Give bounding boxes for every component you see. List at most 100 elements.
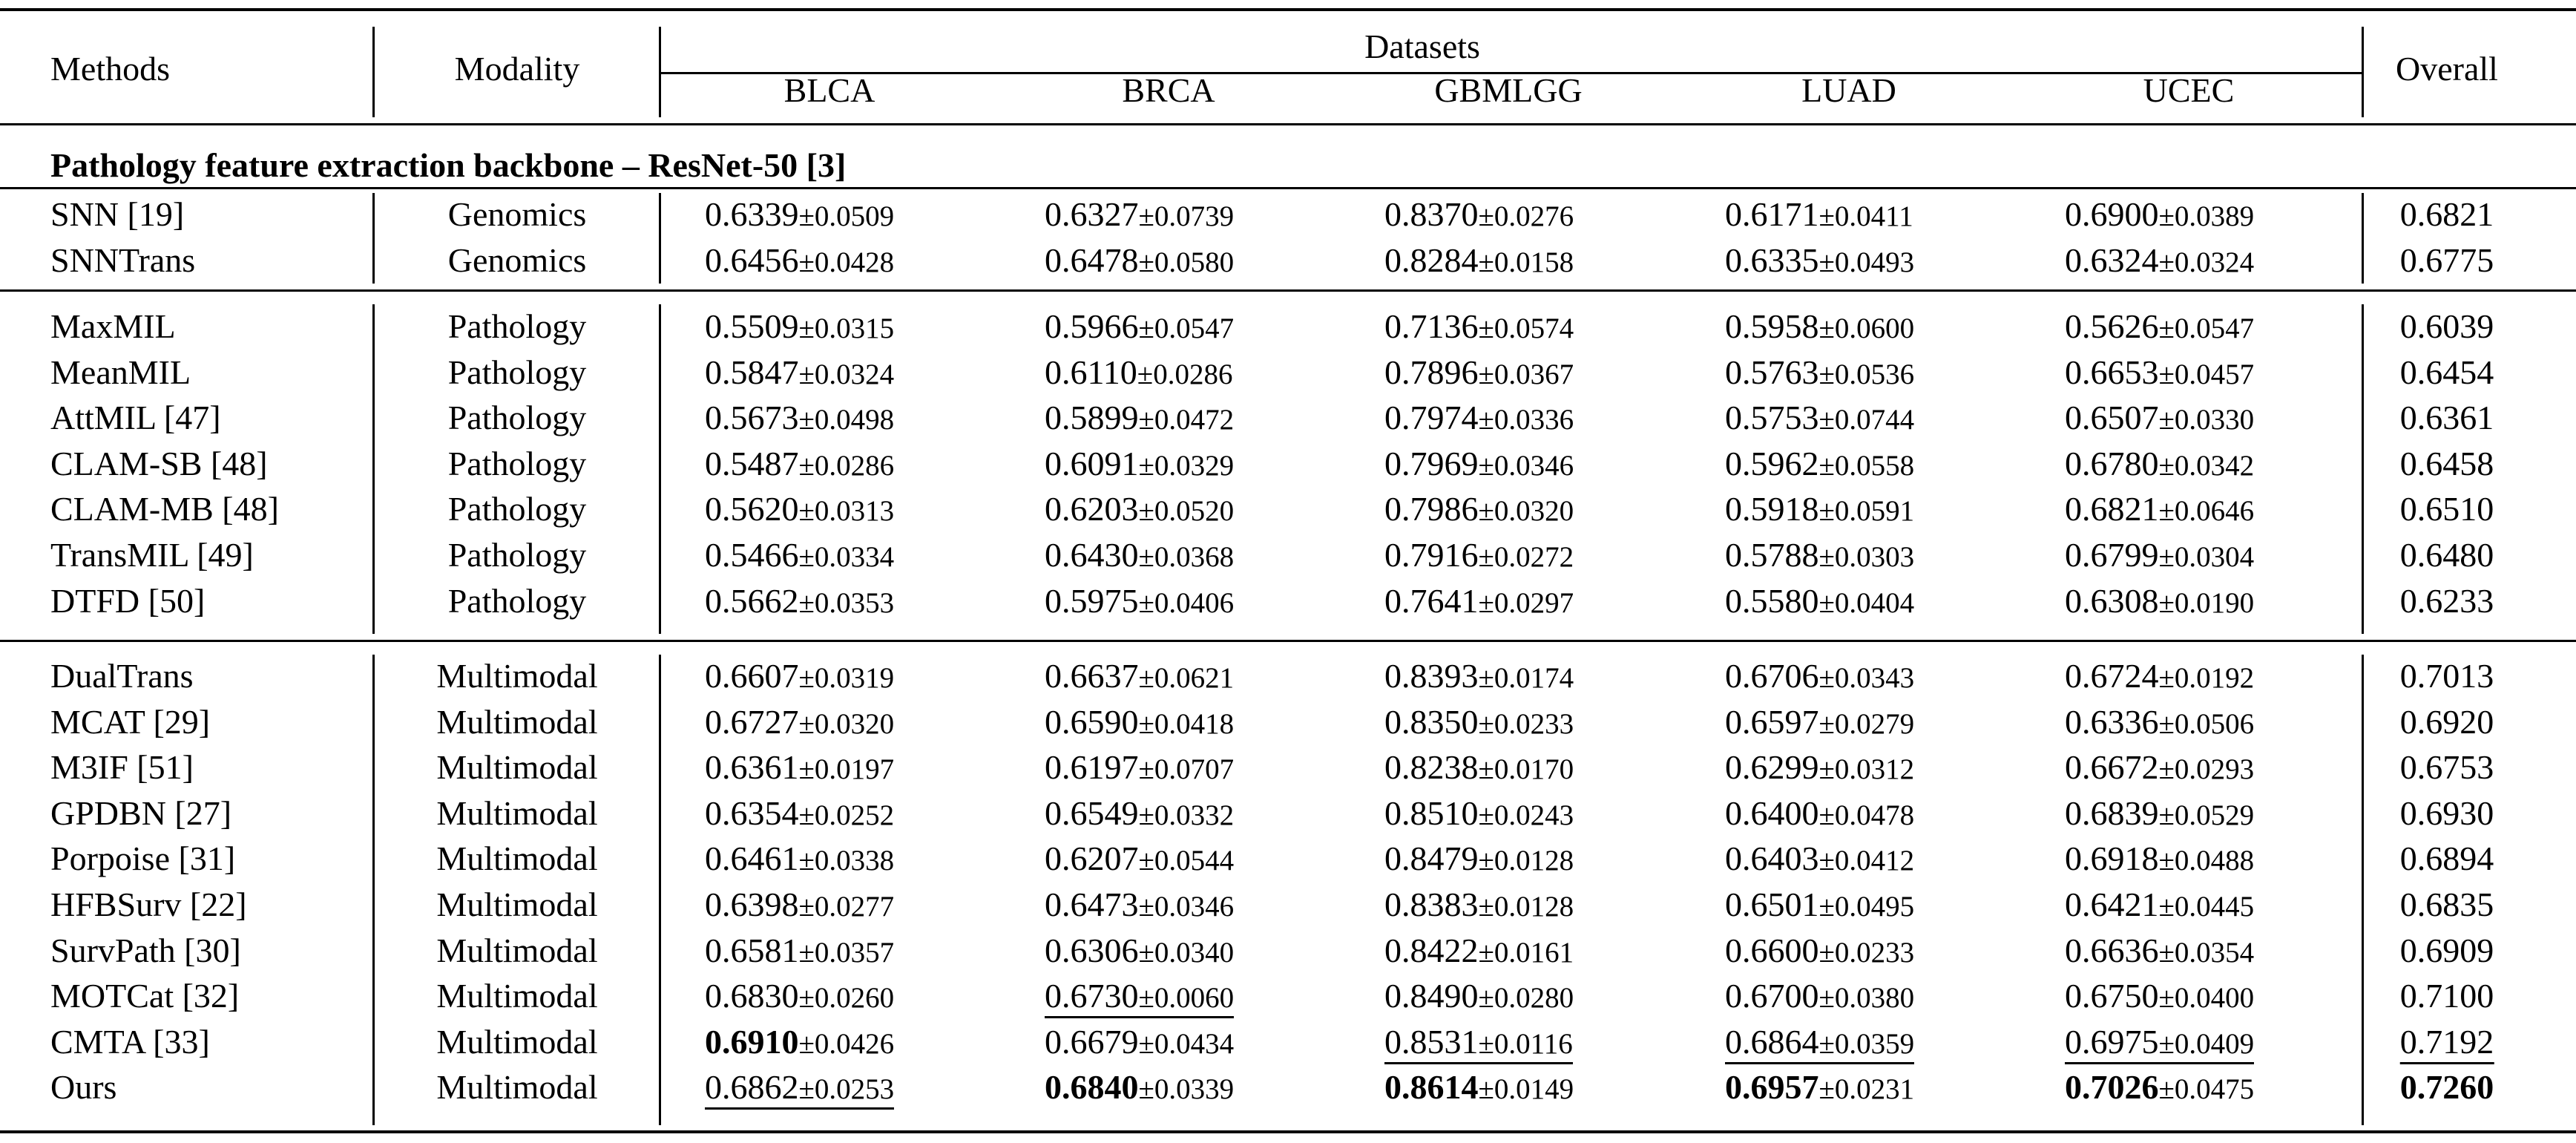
score-mean: 0.6840 (1045, 1068, 1139, 1106)
score-std: ±0.0243 (1478, 799, 1574, 831)
score-std: ±0.0320 (1478, 495, 1574, 527)
score-cell: 0.6203±0.0520 (1045, 492, 1234, 526)
header-rule (0, 123, 2576, 125)
overall-score: 0.6920 (2399, 703, 2494, 741)
score-mean: 0.8350 (1384, 703, 1479, 741)
bottom-rule (0, 1130, 2576, 1133)
score-cell: 0.6507±0.0330 (2065, 401, 2254, 435)
score-std: ±0.0303 (1818, 541, 1915, 573)
score-cell: 0.6830±0.0260 (705, 979, 894, 1013)
score-cell: 0.6197±0.0707 (1045, 750, 1234, 785)
score-cell: 0.6336±0.0506 (2065, 705, 2254, 739)
overall-score: 0.6753 (2399, 748, 2494, 786)
score-mean: 0.7136 (1384, 307, 1479, 345)
score-std: ±0.0353 (798, 587, 895, 619)
score-mean: 0.8479 (1384, 839, 1479, 877)
score-std: ±0.0192 (2158, 662, 2255, 694)
modality-cell: Pathology (447, 399, 587, 436)
score-cell: 0.6501±0.0495 (1725, 888, 1914, 922)
method-name: GPDBN [27] (50, 794, 232, 832)
score-mean: 0.5763 (1725, 353, 1819, 391)
score-std: ±0.0279 (1818, 708, 1915, 740)
score-cell: 0.6957±0.0231 (1725, 1070, 1914, 1104)
score-std: ±0.0495 (1818, 891, 1915, 923)
score-cell: 0.7896±0.0367 (1384, 356, 1574, 390)
overall-score: 0.6909 (2399, 931, 2494, 969)
score-mean: 0.6430 (1045, 536, 1139, 574)
score-std: ±0.0354 (2158, 937, 2255, 969)
score-cell: 0.6727±0.0320 (705, 705, 894, 739)
score-mean: 0.6679 (1045, 1023, 1139, 1061)
score-cell: 0.6361±0.0197 (705, 750, 894, 785)
score-cell: 0.6207±0.0544 (1045, 842, 1234, 876)
score-std: ±0.0400 (2158, 982, 2255, 1014)
score-cell: 0.6398±0.0277 (705, 888, 894, 922)
score-cell: 0.6900±0.0389 (2065, 197, 2254, 232)
modality-cell: Multimodal (436, 794, 598, 832)
score-mean: 0.6421 (2065, 885, 2159, 923)
score-std: ±0.0253 (798, 1073, 895, 1105)
score-mean: 0.6910 (705, 1023, 799, 1061)
vrule-header-1 (372, 27, 375, 117)
method-name: SurvPath [30] (50, 931, 241, 969)
overall-score: 0.7100 (2399, 977, 2494, 1015)
score-cell: 0.6653±0.0457 (2065, 356, 2254, 390)
score-mean: 0.6207 (1045, 839, 1139, 877)
vrule-g1-1 (372, 193, 375, 284)
modality-cell: Pathology (447, 445, 587, 482)
score-cell: 0.8422±0.0161 (1384, 934, 1574, 968)
modality-cell: Multimodal (436, 931, 598, 969)
overall-score: 0.7260 (2399, 1068, 2494, 1106)
score-cell: 0.6799±0.0304 (2065, 538, 2254, 572)
score-std: ±0.0412 (1818, 845, 1915, 877)
score-mean: 0.5662 (705, 582, 799, 620)
score-cell: 0.5918±0.0591 (1725, 492, 1914, 526)
score-cell: 0.7986±0.0320 (1384, 492, 1574, 526)
score-cell: 0.7974±0.0336 (1384, 401, 1574, 435)
score-mean: 0.5753 (1725, 399, 1819, 436)
score-mean: 0.6306 (1045, 931, 1139, 969)
score-std: ±0.0336 (1478, 404, 1574, 436)
score-std: ±0.0170 (1478, 753, 1574, 785)
score-std: ±0.0174 (1478, 662, 1574, 694)
score-mean: 0.5487 (705, 445, 799, 482)
modality-cell: Multimodal (436, 703, 598, 741)
score-mean: 0.6354 (705, 794, 799, 832)
modality-cell: Pathology (447, 536, 587, 574)
group-rule-1 (0, 289, 2576, 292)
method-name: MeanMIL (50, 353, 191, 391)
modality-cell: Pathology (447, 307, 587, 345)
overall-score: 0.6361 (2399, 399, 2494, 436)
vrule-g1-2 (659, 193, 661, 284)
method-name: DualTrans (50, 657, 194, 695)
score-mean: 0.8422 (1384, 931, 1479, 969)
header-methods: Methods (50, 50, 170, 88)
score-std: ±0.0330 (2158, 404, 2255, 436)
score-mean: 0.7641 (1384, 582, 1479, 620)
score-cell: 0.7641±0.0297 (1384, 584, 1574, 618)
score-std: ±0.0332 (1138, 799, 1235, 831)
score-std: ±0.0343 (1818, 662, 1915, 694)
score-std: ±0.0744 (1818, 404, 1915, 436)
score-cell: 0.8350±0.0233 (1384, 705, 1574, 739)
score-cell: 0.7916±0.0272 (1384, 538, 1574, 572)
score-std: ±0.0334 (798, 541, 895, 573)
score-cell: 0.5753±0.0744 (1725, 401, 1914, 435)
overall-score: 0.6480 (2399, 536, 2494, 574)
score-mean: 0.5962 (1725, 445, 1819, 482)
score-std: ±0.0324 (798, 358, 895, 390)
score-mean: 0.6975 (2065, 1023, 2159, 1061)
score-cell: 0.7026±0.0475 (2065, 1070, 2254, 1104)
score-mean: 0.5975 (1045, 582, 1139, 620)
score-std: ±0.0280 (1478, 982, 1574, 1014)
score-std: ±0.0346 (1138, 891, 1235, 923)
score-mean: 0.6299 (1725, 748, 1819, 786)
score-std: ±0.0478 (1818, 799, 1915, 831)
score-cell: 0.6091±0.0329 (1045, 447, 1234, 481)
score-mean: 0.8383 (1384, 885, 1479, 923)
modality-cell: Multimodal (436, 885, 598, 923)
score-std: ±0.0418 (1138, 708, 1235, 740)
score-mean: 0.6091 (1045, 445, 1139, 482)
score-std: ±0.0547 (1138, 312, 1235, 344)
overall-score: 0.6930 (2399, 794, 2494, 832)
